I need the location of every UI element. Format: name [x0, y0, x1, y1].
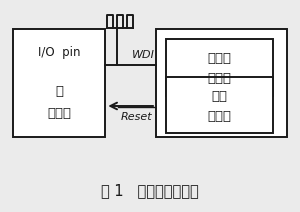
Text: 处理器: 处理器: [47, 107, 71, 120]
Bar: [166, 77, 273, 133]
Text: I/O  pin: I/O pin: [38, 46, 81, 59]
Text: 产生器: 产生器: [208, 110, 232, 123]
Text: 看门狗: 看门狗: [208, 52, 232, 65]
Text: 定时器: 定时器: [208, 72, 232, 85]
Text: 图 1   防复位连接方式: 图 1 防复位连接方式: [101, 183, 199, 198]
Text: 微: 微: [55, 85, 63, 98]
Text: WDI: WDI: [132, 50, 154, 60]
Bar: [13, 29, 105, 137]
Text: 复位: 复位: [212, 90, 228, 103]
Bar: [166, 39, 273, 96]
Bar: [156, 29, 287, 137]
Text: Reset: Reset: [121, 112, 152, 122]
